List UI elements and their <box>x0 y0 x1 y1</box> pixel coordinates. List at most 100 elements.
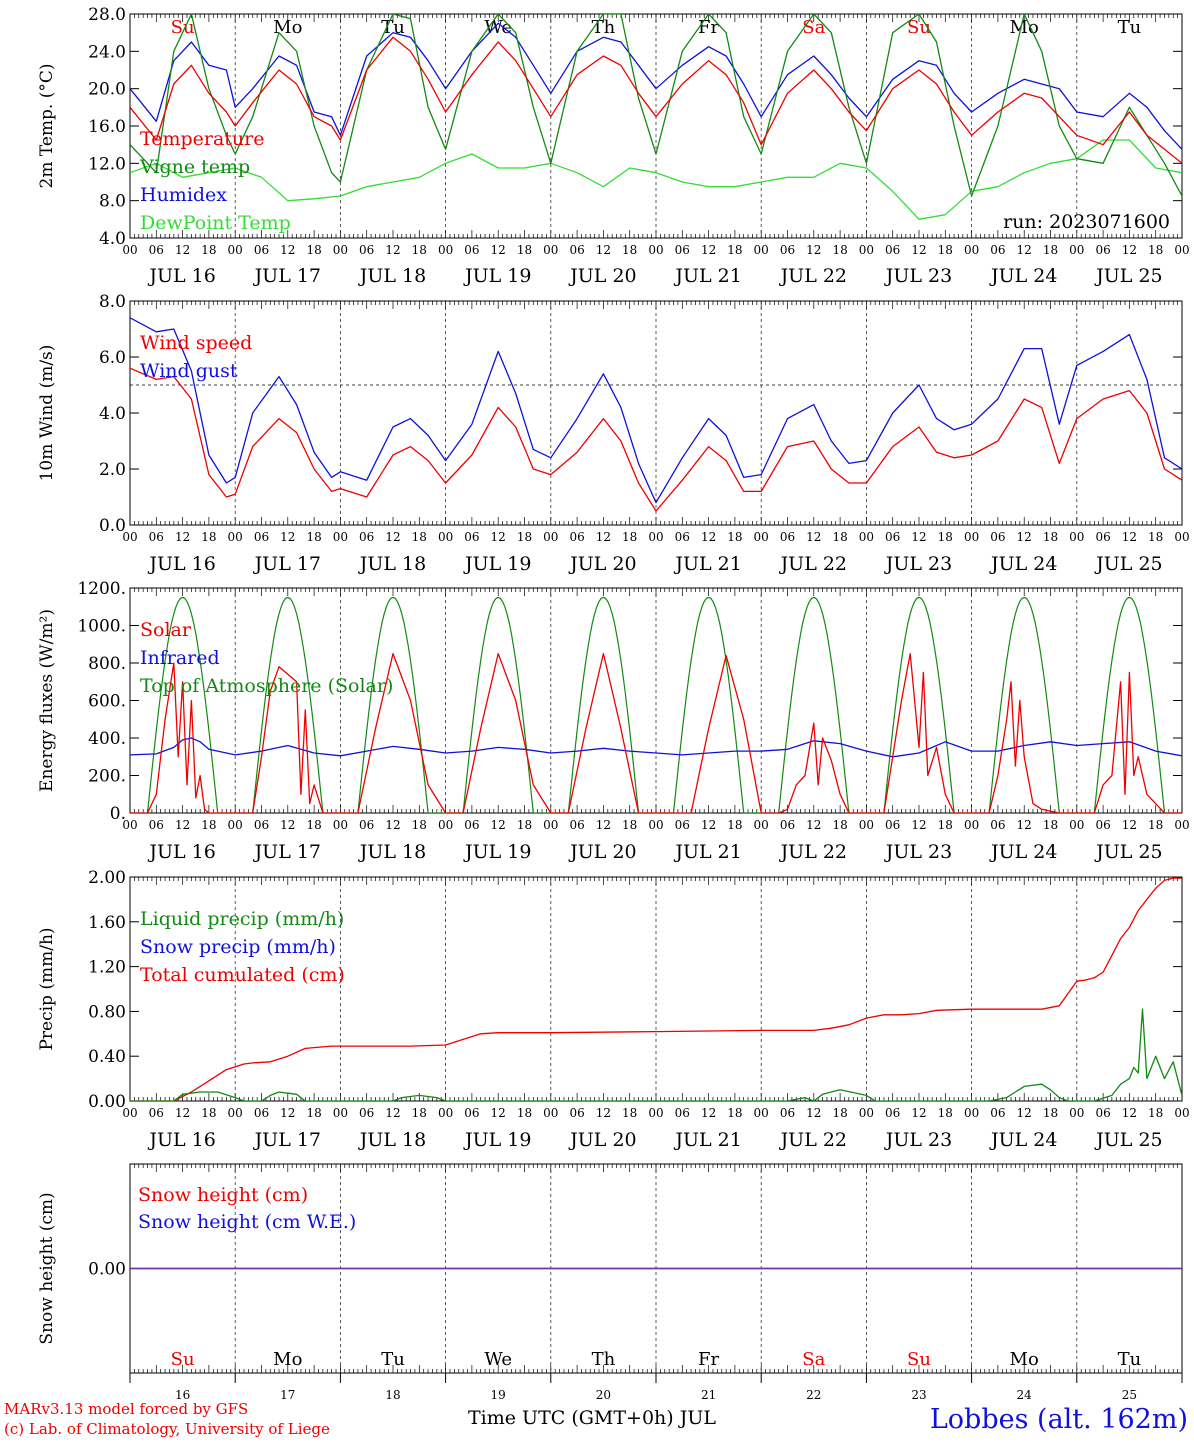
hour-tick-label: 06 <box>149 243 164 257</box>
hour-tick-label: 00 <box>543 243 558 257</box>
date-label: JUL 24 <box>989 1129 1057 1151</box>
y-tick-label: 8.0 <box>99 292 126 312</box>
hour-tick-label: 06 <box>780 243 795 257</box>
day-of-week-label: Mo <box>273 1349 302 1370</box>
hour-tick-label: 18 <box>1043 818 1058 832</box>
hour-tick-label: 18 <box>1148 243 1163 257</box>
y-tick-label: 4.0 <box>99 229 126 249</box>
hour-tick-label: 18 <box>1043 243 1058 257</box>
day-of-week-label: Tu <box>381 1349 405 1370</box>
date-label: JUL 19 <box>463 265 531 287</box>
hour-tick-label: 18 <box>412 818 427 832</box>
hour-tick-label: 18 <box>517 1106 532 1120</box>
legend-entry: Snow height (cm) <box>138 1184 308 1206</box>
hour-tick-label: 00 <box>859 818 874 832</box>
hour-tick-label: 18 <box>938 1106 953 1120</box>
hour-tick-label: 12 <box>385 243 400 257</box>
hour-tick-label: 00 <box>1069 818 1084 832</box>
hour-tick-label: 00 <box>438 1106 453 1120</box>
plot-frame <box>129 300 1183 526</box>
hour-tick-label: 12 <box>1017 818 1032 832</box>
hour-tick-label: 18 <box>517 243 532 257</box>
hour-tick-label: 12 <box>596 1106 611 1120</box>
hour-tick-label: 00 <box>228 243 243 257</box>
series-line-top-of-atmosphere <box>130 596 1182 813</box>
date-label: JUL 25 <box>1094 841 1162 863</box>
series-line-infrared <box>130 737 1182 758</box>
day-number: 22 <box>806 1388 821 1402</box>
hour-tick-label: 00 <box>333 530 348 544</box>
day-number: 19 <box>491 1388 506 1402</box>
legend-entry: Solar <box>140 619 192 641</box>
legend-entry: Infrared <box>140 647 220 669</box>
hour-tick-label: 06 <box>885 1106 900 1120</box>
hour-ticks <box>129 301 1183 525</box>
hour-tick-label: 06 <box>149 1106 164 1120</box>
day-of-week-label: Mo <box>1010 1349 1039 1370</box>
date-label: JUL 20 <box>568 1129 636 1151</box>
hour-tick-label: 00 <box>122 243 137 257</box>
date-label: JUL 21 <box>673 265 741 287</box>
y-tick-label: 1200. <box>77 579 126 599</box>
hour-tick-label: 00 <box>648 243 663 257</box>
day-of-week-label: Su <box>171 1349 195 1370</box>
y-axis-label: 10m Wind (m/s) <box>37 345 57 482</box>
hour-tick-label: 00 <box>122 1106 137 1120</box>
hour-tick-label: 18 <box>1148 530 1163 544</box>
y-tick-label: 2.0 <box>99 460 126 480</box>
hour-tick-label: 06 <box>990 818 1005 832</box>
date-label: JUL 18 <box>358 265 426 287</box>
date-label: JUL 17 <box>253 1129 321 1151</box>
y-tick-label: 1.60 <box>88 913 126 933</box>
date-label: JUL 24 <box>989 553 1057 575</box>
hour-tick-label: 12 <box>701 243 716 257</box>
date-label: JUL 16 <box>147 553 215 575</box>
panel-1: 4.0 8.0 12.0 16.0 20.0 24.0 28.0 2m Temp. (°C) 0… <box>37 5 1190 287</box>
hour-tick-label: 00 <box>333 818 348 832</box>
panel-3: 0. 200. 400. 600. 800. 1000. 1200. Energy fluxe… <box>37 579 1190 863</box>
hour-tick-label: 06 <box>464 530 479 544</box>
hour-tick-label: 06 <box>359 530 374 544</box>
hour-tick-label: 12 <box>911 243 926 257</box>
hour-tick-label: 18 <box>412 243 427 257</box>
hour-tick-label: 18 <box>306 530 321 544</box>
hour-tick-label: 12 <box>806 530 821 544</box>
hour-tick-label: 06 <box>885 530 900 544</box>
lab-credit: (c) Lab. of Climatology, University of L… <box>4 1420 330 1438</box>
day-of-week-label: We <box>484 1349 512 1370</box>
hour-tick-label: 18 <box>201 243 216 257</box>
hour-tick-label: 00 <box>122 818 137 832</box>
hour-tick-label: 06 <box>675 1106 690 1120</box>
hour-tick-label: 12 <box>1122 530 1137 544</box>
hour-tick-label: 06 <box>359 1106 374 1120</box>
hour-tick-label: 18 <box>517 818 532 832</box>
hour-tick-label: 00 <box>1174 1106 1189 1120</box>
hour-tick-label: 06 <box>569 243 584 257</box>
hour-ticks <box>129 14 1183 238</box>
y-tick-label: 4.0 <box>99 404 126 424</box>
y-tick-label: 1000. <box>77 617 126 637</box>
hour-tick-label: 12 <box>280 1106 295 1120</box>
hour-tick-label: 00 <box>1174 530 1189 544</box>
hour-tick-label: 12 <box>280 243 295 257</box>
date-label: JUL 24 <box>989 841 1057 863</box>
hour-tick-label: 00 <box>1069 530 1084 544</box>
date-label: JUL 23 <box>884 265 952 287</box>
hour-tick-label: 00 <box>648 530 663 544</box>
hour-tick-label: 06 <box>780 818 795 832</box>
hour-tick-label: 06 <box>464 818 479 832</box>
date-label: JUL 16 <box>147 1129 215 1151</box>
series-line-total-cumulated-cm <box>130 877 1182 1101</box>
model-credit: MARv3.13 model forced by GFS <box>4 1400 248 1418</box>
hour-tick-label: 18 <box>1043 1106 1058 1120</box>
day-number: 20 <box>596 1388 611 1402</box>
hour-tick-label: 06 <box>254 1106 269 1120</box>
y-tick-label: 24.0 <box>88 42 126 62</box>
hour-tick-label: 00 <box>438 243 453 257</box>
hour-tick-label: 00 <box>333 1106 348 1120</box>
hour-tick-label: 06 <box>780 1106 795 1120</box>
hour-tick-label: 12 <box>911 818 926 832</box>
y-tick-label: 200. <box>88 767 126 787</box>
hour-tick-label: 06 <box>359 243 374 257</box>
y-tick-label: 0. <box>110 804 126 824</box>
